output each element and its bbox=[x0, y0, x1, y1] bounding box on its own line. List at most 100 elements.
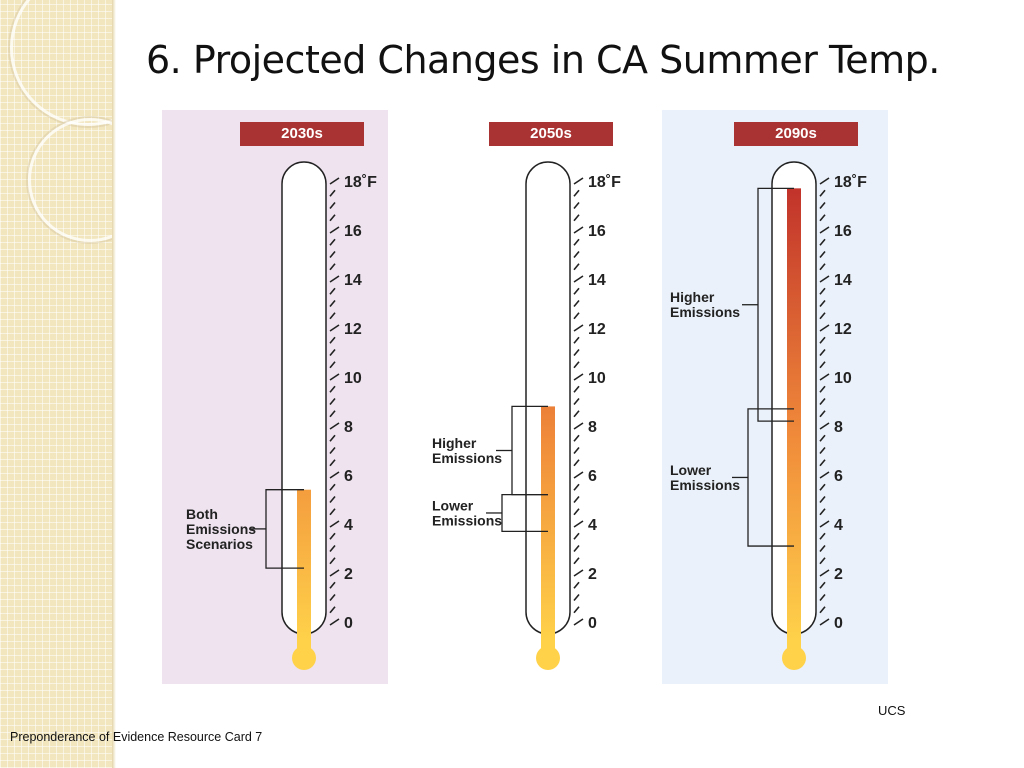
period-label-2090s: 2090s bbox=[734, 122, 858, 146]
tick-label: 12 bbox=[588, 321, 606, 338]
major-tick bbox=[819, 177, 830, 185]
minor-tick bbox=[329, 238, 336, 246]
minor-tick bbox=[329, 495, 336, 504]
minor-tick bbox=[819, 483, 826, 491]
temperature-fill-bar bbox=[541, 406, 555, 650]
major-tick bbox=[819, 324, 830, 332]
major-tick bbox=[819, 422, 830, 430]
minor-tick bbox=[573, 581, 580, 589]
minor-tick bbox=[573, 250, 580, 259]
minor-tick bbox=[819, 214, 826, 222]
minor-tick bbox=[329, 410, 336, 418]
minor-tick bbox=[573, 214, 580, 222]
minor-tick bbox=[329, 299, 336, 308]
minor-tick bbox=[573, 557, 580, 565]
tick-label: 4 bbox=[588, 517, 597, 534]
minor-tick bbox=[573, 361, 580, 369]
tick-label: 14 bbox=[834, 272, 852, 289]
period-label-2050s: 2050s bbox=[489, 122, 613, 146]
tick-label: 6 bbox=[588, 468, 597, 485]
tick-label: 0 bbox=[588, 615, 597, 632]
thermometer-bulb bbox=[536, 646, 560, 670]
temperature-fill-bar bbox=[787, 188, 801, 650]
minor-tick bbox=[819, 238, 826, 246]
minor-tick bbox=[819, 312, 826, 320]
range-label-line: Scenarios bbox=[186, 536, 253, 552]
major-tick bbox=[573, 226, 584, 234]
range-label-line: Emissions bbox=[432, 450, 502, 466]
major-tick bbox=[573, 520, 584, 528]
thermometer-panel-2050s: 2050s 0 2 4 6 8 10 12 14 16 18˚F Higher Emissions Lo… bbox=[408, 110, 634, 684]
tick-label: 6 bbox=[834, 468, 843, 485]
major-tick bbox=[573, 373, 584, 381]
minor-tick bbox=[819, 361, 826, 369]
range-label-line: Emissions bbox=[432, 512, 502, 528]
minor-tick bbox=[819, 434, 826, 442]
period-label-2030s: 2030s bbox=[240, 122, 364, 146]
minor-tick bbox=[329, 532, 336, 540]
minor-tick bbox=[573, 495, 580, 504]
minor-tick bbox=[573, 397, 580, 406]
major-tick bbox=[819, 471, 830, 479]
minor-tick bbox=[819, 446, 826, 455]
minor-tick bbox=[573, 508, 580, 516]
major-tick bbox=[819, 373, 830, 381]
minor-tick bbox=[329, 361, 336, 369]
minor-tick bbox=[819, 336, 826, 344]
tick-label: 16 bbox=[588, 223, 606, 240]
temperature-fill-bar bbox=[297, 489, 311, 650]
tick-label: 2 bbox=[834, 566, 843, 583]
footer-caption: Preponderance of Evidence Resource Card … bbox=[10, 730, 263, 744]
tick-label: 4 bbox=[834, 517, 843, 534]
minor-tick bbox=[573, 606, 580, 614]
tick-label: 14 bbox=[588, 272, 606, 289]
minor-tick bbox=[573, 385, 580, 393]
tick-label: 16 bbox=[344, 223, 362, 240]
minor-tick bbox=[329, 336, 336, 344]
range-label-line: Emissions bbox=[670, 304, 740, 320]
major-tick bbox=[819, 569, 830, 577]
decorative-side-strip bbox=[0, 0, 112, 768]
minor-tick bbox=[329, 263, 336, 271]
tick-label: 8 bbox=[588, 419, 597, 436]
tick-label: 8 bbox=[344, 419, 353, 436]
minor-tick bbox=[819, 593, 826, 602]
major-tick bbox=[329, 373, 340, 381]
minor-tick bbox=[819, 410, 826, 418]
minor-tick bbox=[573, 544, 580, 553]
decorative-ring-top bbox=[10, 0, 112, 126]
minor-tick bbox=[573, 201, 580, 210]
minor-tick bbox=[819, 385, 826, 393]
tick-label: 18˚F bbox=[344, 174, 377, 191]
range-label-line: Lower bbox=[670, 462, 712, 478]
minor-tick bbox=[329, 581, 336, 589]
minor-tick bbox=[573, 312, 580, 320]
minor-tick bbox=[329, 201, 336, 210]
minor-tick bbox=[819, 544, 826, 553]
minor-tick bbox=[573, 299, 580, 308]
minor-tick bbox=[573, 532, 580, 540]
major-tick bbox=[573, 275, 584, 283]
major-tick bbox=[573, 324, 584, 332]
tick-label: 14 bbox=[344, 272, 362, 289]
tick-label: 10 bbox=[588, 370, 606, 387]
tick-label: 0 bbox=[834, 615, 843, 632]
thermometer-bulb bbox=[782, 646, 806, 670]
minor-tick bbox=[819, 287, 826, 295]
minor-tick bbox=[573, 410, 580, 418]
thermometer-bulb bbox=[292, 646, 316, 670]
minor-tick bbox=[573, 593, 580, 602]
major-tick bbox=[573, 177, 584, 185]
minor-tick bbox=[819, 532, 826, 540]
major-tick bbox=[573, 569, 584, 577]
minor-tick bbox=[573, 446, 580, 455]
tick-label: 6 bbox=[344, 468, 353, 485]
minor-tick bbox=[819, 495, 826, 504]
range-label-line: Emissions bbox=[186, 521, 256, 537]
minor-tick bbox=[329, 287, 336, 295]
tick-label: 18˚F bbox=[834, 174, 867, 191]
minor-tick bbox=[819, 250, 826, 259]
major-tick bbox=[329, 275, 340, 283]
